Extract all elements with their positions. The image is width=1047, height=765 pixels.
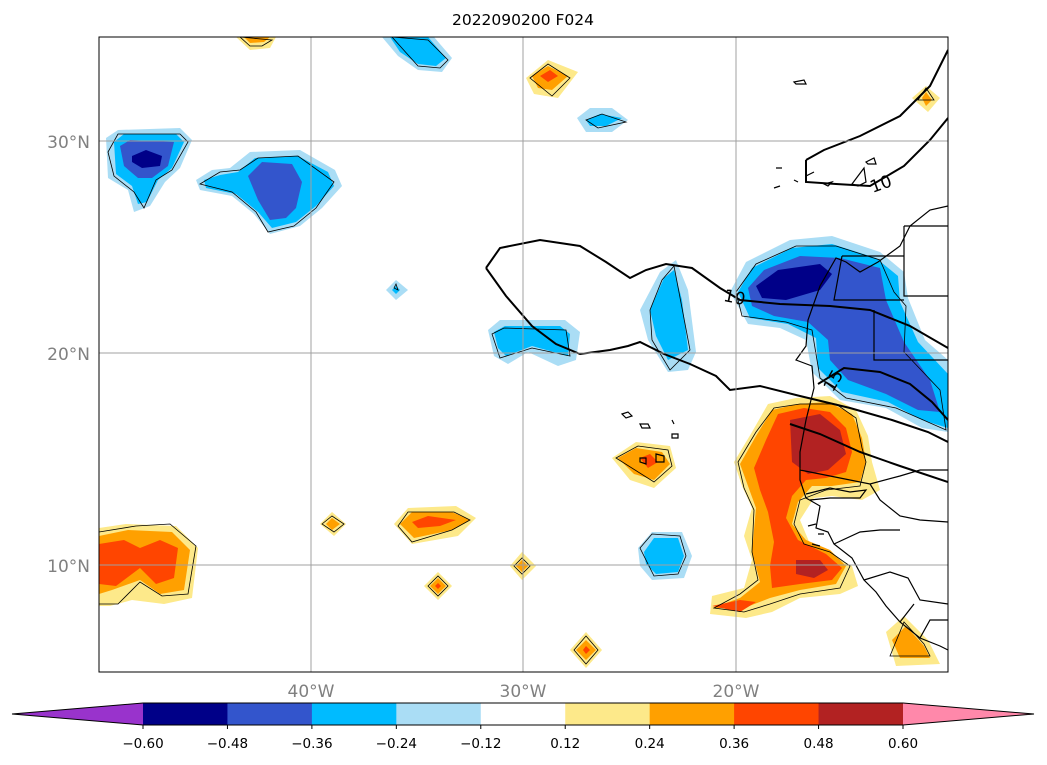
- map-panel: 10 10 15: [99, 37, 948, 672]
- contour-line: [817, 366, 948, 421]
- colorbar-segment: [565, 703, 651, 725]
- lon-label-30w: 30°W: [500, 682, 547, 702]
- longitude-labels: 40°W 30°W 20°W: [288, 682, 760, 702]
- positive-anomaly-patch: [886, 616, 940, 666]
- map-frame: [98, 36, 949, 673]
- colorbar-tick-label: −0.48: [207, 736, 248, 752]
- colorbar-segment: [480, 703, 566, 725]
- island: [792, 79, 807, 85]
- colorbar-tick-label: 0.12: [550, 736, 580, 752]
- positive-anomaly-patch: [320, 512, 346, 536]
- island: [773, 166, 867, 189]
- negative-anomaly-patch: [488, 320, 580, 366]
- colorbar-tick-label: −0.60: [122, 736, 163, 752]
- colorbar-segment: [818, 703, 904, 725]
- colorbar-extend-low: [12, 703, 143, 725]
- colorbar-tick-label: −0.36: [291, 736, 332, 752]
- colorbar-segment: [734, 703, 820, 725]
- latitude-labels: 30°N 20°N 10°N: [47, 133, 90, 577]
- positive-anomaly-patch: [526, 60, 578, 98]
- colorbar-extend-high: [903, 703, 1034, 725]
- positive-anomaly-patch: [236, 37, 276, 50]
- contour-line: [485, 238, 948, 443]
- lon-label-20w: 20°W: [713, 682, 760, 702]
- contour-label: 10: [722, 286, 747, 310]
- colorbar-segment: [311, 703, 397, 725]
- colorbar-segment: [649, 703, 735, 725]
- colorbar-tick-label: 0.24: [635, 736, 665, 752]
- coastline-layer: [620, 79, 948, 651]
- contour-line: [805, 117, 948, 188]
- colorbar-segment: [227, 703, 313, 725]
- positive-anomaly-patch: [394, 506, 476, 544]
- colorbar-tick-label: 0.48: [804, 736, 834, 752]
- lat-label-30n: 30°N: [47, 133, 90, 153]
- colorbar-tick-label: −0.24: [376, 736, 417, 752]
- positive-anomaly-patch: [570, 632, 602, 668]
- colorbar-tick-label: 0.36: [719, 736, 749, 752]
- gridlines: [99, 37, 948, 672]
- negative-anomaly-patch: [638, 532, 692, 580]
- country-border: [799, 469, 948, 639]
- anomaly-fill-layer: [99, 37, 948, 668]
- country-border: [805, 487, 868, 501]
- negative-anomaly-patch: [730, 236, 948, 432]
- coastline: [795, 205, 948, 651]
- island: [620, 411, 679, 465]
- island: [864, 157, 877, 165]
- positive-anomaly-patch: [424, 572, 452, 600]
- lat-label-10n: 10°N: [47, 557, 90, 577]
- colorbar-tick-label: −0.12: [460, 736, 501, 752]
- island: [807, 523, 824, 547]
- positive-anomaly-patch: [912, 86, 940, 112]
- contour-line: [805, 49, 948, 161]
- colorbar-tick-label: 0.60: [888, 736, 918, 752]
- lat-label-20n: 20°N: [47, 345, 90, 365]
- colorbar-segment: [396, 703, 482, 725]
- bold-contour-layer: [485, 49, 948, 483]
- colorbar: −0.60 −0.48 −0.36 −0.24 −0.12 0.12 0.24 0.36 0.4…: [11, 702, 1035, 752]
- negative-anomaly-patch: [106, 128, 192, 212]
- figure-title: 2022090200 F024: [452, 11, 594, 29]
- lon-label-40w: 40°W: [288, 682, 335, 702]
- country-border: [833, 225, 948, 361]
- colorbar-segment: [143, 703, 228, 725]
